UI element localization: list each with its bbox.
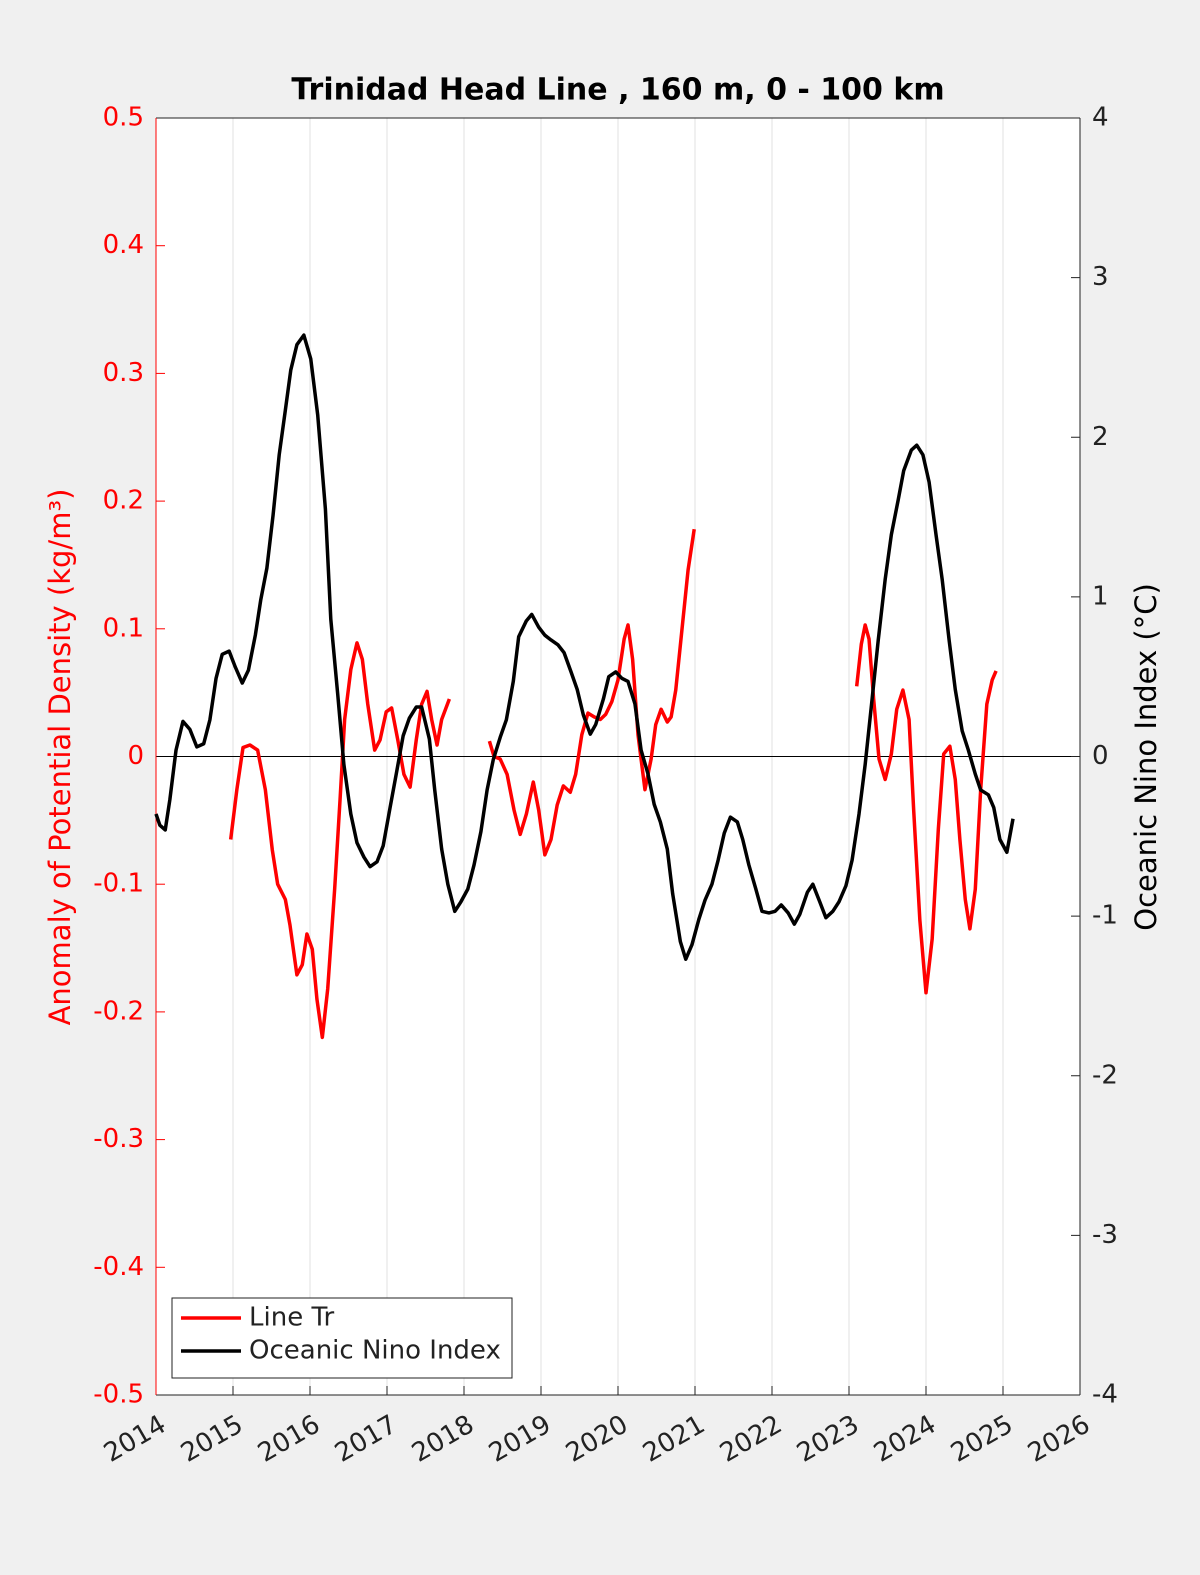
x-tick-label: 2026 xyxy=(1023,1410,1095,1469)
x-tick-label: 2023 xyxy=(792,1410,864,1469)
y-tick-label: -0.1 xyxy=(93,869,144,899)
x-tick-label: 2021 xyxy=(638,1410,710,1469)
legend-label: Oceanic Nino Index xyxy=(249,1336,501,1366)
x-tick-label: 2016 xyxy=(253,1410,325,1469)
y-axis-label: Anomaly of Potential Density (kg/m³) xyxy=(43,489,77,1026)
y2-tick-label: 3 xyxy=(1092,262,1109,292)
y2-tick-label: 2 xyxy=(1092,422,1109,452)
y-tick-label: 0.4 xyxy=(103,230,144,260)
y-tick-label: 0.3 xyxy=(103,358,144,388)
x-tick-label: 2019 xyxy=(484,1410,556,1469)
x-tick-label: 2024 xyxy=(869,1410,941,1469)
y2-tick-label: -1 xyxy=(1092,901,1118,931)
line-series xyxy=(154,333,1015,961)
y2-tick-label: 1 xyxy=(1092,581,1109,611)
y2-tick-label: -4 xyxy=(1092,1380,1118,1410)
y2-tick-label: -3 xyxy=(1092,1220,1118,1250)
x-tick-label: 2025 xyxy=(946,1410,1018,1469)
legend-label: Line Tr xyxy=(249,1303,335,1333)
y2-tick-label: -2 xyxy=(1092,1060,1118,1090)
x-tick-label: 2014 xyxy=(99,1410,171,1469)
y-tick-label: 0 xyxy=(127,741,144,771)
x-tick-label: 2022 xyxy=(715,1410,787,1469)
y2-tick-label: 0 xyxy=(1092,741,1109,771)
x-tick-label: 2020 xyxy=(561,1410,633,1469)
x-tick-label: 2015 xyxy=(176,1410,248,1469)
y-tick-label: -0.2 xyxy=(93,996,144,1026)
y-tick-label: -0.4 xyxy=(93,1252,144,1282)
y-tick-label: -0.5 xyxy=(93,1380,144,1410)
x-tick-label: 2018 xyxy=(407,1410,479,1469)
y2-axis-label: Oceanic Nino Index (°C) xyxy=(1129,583,1163,931)
legend-box xyxy=(171,1297,513,1379)
y-tick-label: 0.1 xyxy=(103,613,144,643)
x-tick-label: 2017 xyxy=(330,1410,402,1469)
y-tick-label: -0.3 xyxy=(93,1124,144,1154)
chart-title: Trinidad Head Line , 160 m, 0 - 100 km xyxy=(291,73,944,108)
y2-tick-label: 4 xyxy=(1092,103,1109,133)
y-tick-label: 0.5 xyxy=(103,103,144,133)
y-tick-label: 0.2 xyxy=(103,486,144,516)
